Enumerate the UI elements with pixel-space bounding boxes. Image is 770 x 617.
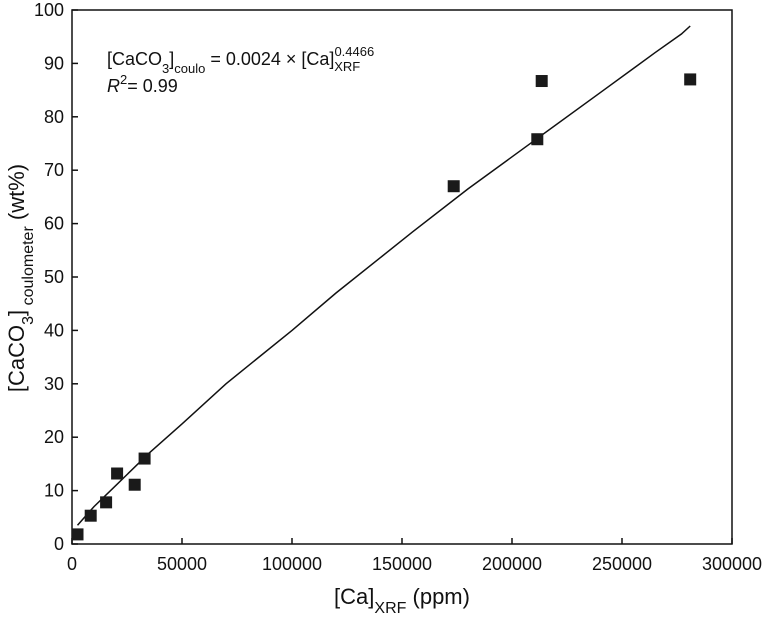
data-point-8 (535, 75, 548, 88)
y-tick-label-6: 60 (44, 214, 64, 234)
data-point-9 (684, 73, 697, 86)
y-tick-label-5: 50 (44, 267, 64, 287)
y-tick-label-8: 80 (44, 107, 64, 127)
x-tick-label-3: 150000 (372, 554, 432, 574)
data-point-5 (138, 452, 151, 465)
data-points (71, 73, 697, 541)
data-point-3 (111, 467, 124, 480)
x-axis: 0 50000 100000 150000 200000 250000 300000 (67, 538, 762, 574)
r2-annotation: R2= 0.99 (107, 72, 178, 96)
y-tick-label-10: 100 (34, 0, 64, 20)
x-tick-label-2: 100000 (262, 554, 322, 574)
data-point-4 (128, 478, 141, 491)
fit-line (76, 25, 691, 526)
x-axis-title: [Ca]XRF (ppm) (334, 584, 470, 617)
x-tick-label-5: 250000 (592, 554, 652, 574)
x-tick-label-1: 50000 (157, 554, 207, 574)
y-tick-label-4: 40 (44, 320, 64, 340)
plot-area: 0 10 20 30 40 50 60 70 80 90 100 0 50000 100000 15000… (34, 0, 762, 574)
x-tick-label-6: 300000 (702, 554, 762, 574)
y-axis: 0 10 20 30 40 50 60 70 80 90 100 (34, 0, 78, 554)
data-point-2 (100, 496, 113, 509)
y-tick-label-0: 0 (54, 534, 64, 554)
y-axis-title: [CaCO3] coulometer (wt%) (4, 164, 37, 392)
x-tick-label-4: 200000 (482, 554, 542, 574)
y-tick-label-2: 20 (44, 427, 64, 447)
equation-annotation: [CaCO3]coulo = 0.0024 × [Ca]0.4466 XRF (107, 44, 374, 76)
y-tick-label-7: 70 (44, 160, 64, 180)
data-point-6 (447, 180, 460, 193)
y-tick-label-3: 30 (44, 374, 64, 394)
x-tick-label-0: 0 (67, 554, 77, 574)
data-point-1 (84, 509, 97, 522)
data-point-7 (531, 133, 544, 146)
y-tick-label-9: 90 (44, 53, 64, 73)
y-tick-label-1: 10 (44, 481, 64, 501)
data-point-0 (71, 528, 84, 541)
